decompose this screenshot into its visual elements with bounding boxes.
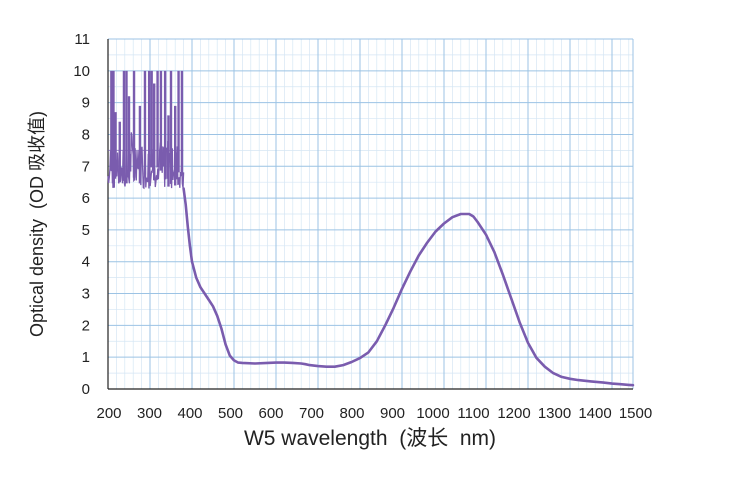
y-tick-label: 8 [82, 126, 90, 143]
axes [107, 39, 633, 390]
y-tick-label: 4 [82, 254, 90, 271]
x-tick-label: 800 [339, 405, 364, 422]
x-tick-labels: 200 300 400 500 600 700 800 900 1000 1100 1200 1300… [96, 405, 652, 422]
y-tick-label: 0 [82, 381, 90, 398]
y-axis-label: Optical density (OD 吸收值) [27, 111, 47, 337]
series-line [182, 187, 635, 387]
x-tick-label: 1100 [457, 405, 489, 422]
x-tick-label: 600 [258, 405, 283, 422]
y-tick-label: 9 [82, 95, 90, 112]
x-tick-label: 1000 [416, 405, 449, 422]
x-tick-label: 1300 [538, 405, 571, 422]
x-tick-label: 1200 [497, 405, 530, 422]
noise-region [107, 70, 185, 190]
x-tick-label: 1500 [619, 405, 652, 422]
major-grid [107, 38, 634, 390]
x-tick-label: 400 [177, 405, 202, 422]
y-tick-label: 2 [82, 317, 90, 334]
y-tick-label: 5 [82, 222, 90, 239]
x-tick-label: 300 [137, 405, 162, 422]
y-tick-label: 10 [73, 63, 90, 80]
x-tick-label: 1400 [578, 405, 611, 422]
y-tick-label: 11 [74, 31, 90, 48]
minor-grid [108, 39, 633, 389]
x-tick-label: 200 [96, 405, 121, 422]
y-tick-label: 7 [82, 158, 90, 175]
y-tick-label: 1 [82, 349, 90, 366]
x-tick-label: 900 [380, 405, 405, 422]
y-tick-label: 6 [82, 190, 90, 207]
x-tick-label: 500 [218, 405, 243, 422]
y-tick-label: 3 [82, 286, 90, 303]
x-axis-label: W5 wavelength (波长 nm) [244, 427, 496, 450]
y-tick-labels: 0 1 2 3 4 5 6 7 8 9 10 11 [73, 31, 90, 398]
x-tick-label: 700 [299, 405, 324, 422]
